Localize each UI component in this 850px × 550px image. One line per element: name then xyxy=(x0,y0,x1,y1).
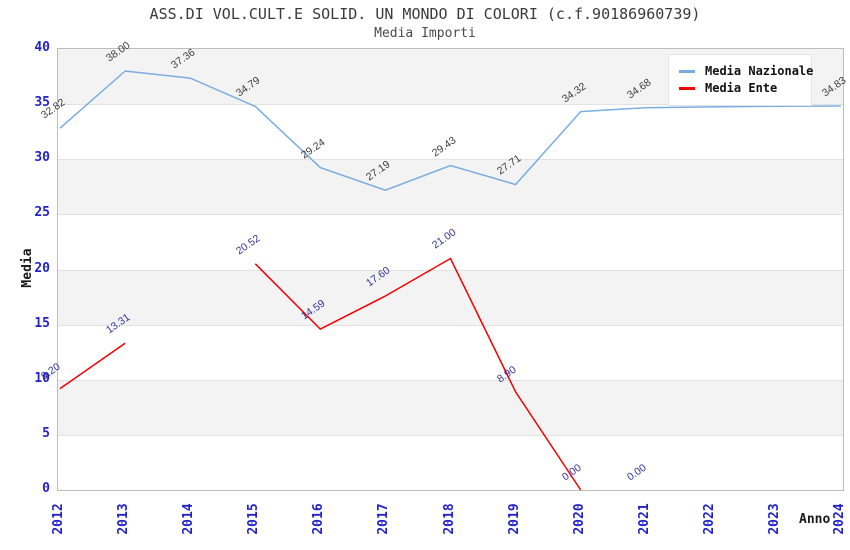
gridline xyxy=(58,214,843,215)
y-tick-label: 0 xyxy=(42,481,50,496)
legend-swatch-blue-line-icon xyxy=(679,70,695,73)
series-line-media-nazionale xyxy=(59,70,842,191)
gridline xyxy=(58,380,843,381)
series-lines xyxy=(59,70,842,491)
series-line-media-ente xyxy=(59,342,126,390)
x-tick-label: 2013 xyxy=(116,503,132,535)
x-axis-title: Anno xyxy=(799,512,831,527)
legend-item-media-ente: Media Ente xyxy=(679,81,803,96)
y-tick-label: 15 xyxy=(34,315,50,331)
x-tick-label: 2019 xyxy=(506,503,522,535)
x-tick-label: 2018 xyxy=(441,503,457,535)
plot-band xyxy=(58,324,843,380)
y-tick-label: 20 xyxy=(34,260,50,276)
y-tick-label: 35 xyxy=(34,95,50,111)
chart-subtitle: Media Importi xyxy=(374,26,476,41)
plot-area xyxy=(57,48,844,491)
x-tick-label: 2015 xyxy=(246,503,262,535)
legend: Media Nazionale Media Ente xyxy=(668,54,813,106)
legend-item-media-nazionale: Media Nazionale xyxy=(679,64,813,79)
x-tick-label: 2023 xyxy=(766,503,782,535)
series-line-media-ente xyxy=(254,257,582,491)
y-tick-label: 30 xyxy=(34,150,50,166)
legend-swatch-red-line-icon xyxy=(679,87,695,90)
legend-label: Media Nazionale xyxy=(705,64,814,78)
plot-band xyxy=(58,379,843,435)
x-tick-label: 2016 xyxy=(311,503,327,535)
chart-title: ASS.DI VOL.CULT.E SOLID. UN MONDO DI COL… xyxy=(149,5,701,23)
plot-band xyxy=(58,269,843,325)
x-tick-label: 2014 xyxy=(181,503,197,535)
plot-band xyxy=(58,214,843,270)
x-tick-label: 2017 xyxy=(376,503,392,535)
gridline xyxy=(58,270,843,271)
gridline xyxy=(58,104,843,105)
gridline xyxy=(58,435,843,436)
x-tick-label: 2020 xyxy=(571,503,587,535)
y-tick-label: 5 xyxy=(42,425,50,441)
y-tick-label: 40 xyxy=(34,40,50,55)
plot-band xyxy=(58,434,843,490)
legend-label: Media Ente xyxy=(705,81,778,95)
plot-band xyxy=(58,104,843,160)
x-tick-label: 2024 xyxy=(832,503,847,535)
x-tick-label: 2021 xyxy=(636,503,652,535)
gridline xyxy=(58,325,843,326)
y-tick-label: 10 xyxy=(34,370,50,386)
x-tick-label: 2012 xyxy=(51,503,66,535)
gridline xyxy=(58,159,843,160)
x-tick-label: 2022 xyxy=(701,503,717,535)
plot-band xyxy=(58,159,843,215)
y-tick-label: 25 xyxy=(34,205,50,221)
